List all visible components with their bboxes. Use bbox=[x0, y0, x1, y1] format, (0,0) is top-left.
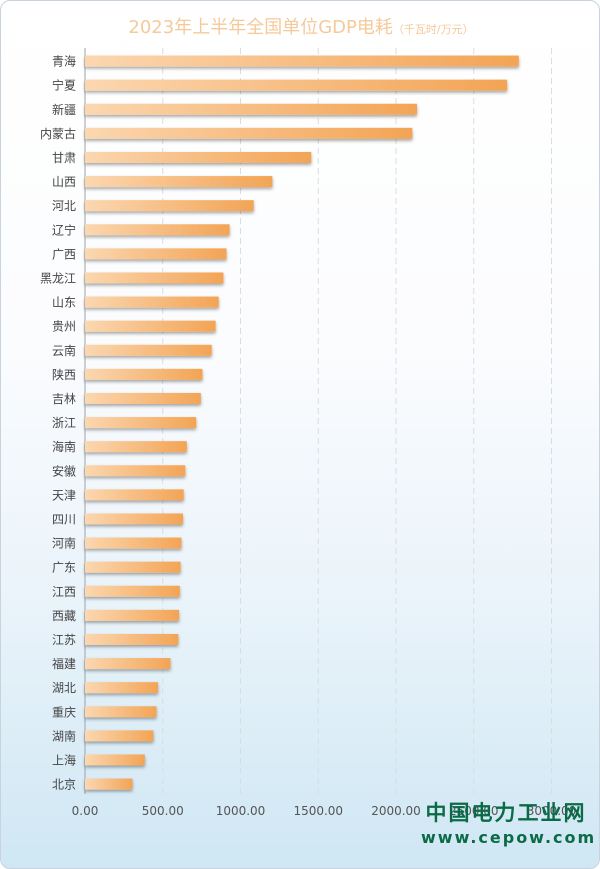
bar bbox=[85, 682, 159, 694]
y-tick-label: 山东 bbox=[52, 296, 76, 310]
y-tick-label: 安徽 bbox=[52, 463, 76, 478]
bar bbox=[85, 730, 154, 742]
y-tick-label: 湖北 bbox=[52, 680, 76, 695]
bar bbox=[85, 537, 182, 549]
x-tick-labels: 0.00 500.00 1000.00 1500.00 2000.00 2500.00 30… bbox=[72, 804, 577, 818]
bar bbox=[85, 561, 181, 573]
bar bbox=[85, 392, 201, 404]
y-tick-label: 重庆 bbox=[52, 705, 76, 719]
y-tick-label: 山西 bbox=[52, 175, 76, 189]
chart-title: 2023年上半年全国单位GDP电耗（千瓦时/万元） bbox=[1, 13, 599, 39]
y-tick-label: 四川 bbox=[52, 512, 76, 526]
y-tick-label: 广东 bbox=[52, 561, 76, 575]
bar bbox=[85, 489, 184, 501]
x-tick-label: 500.00 bbox=[142, 804, 184, 818]
y-tick-label: 新疆 bbox=[52, 102, 76, 117]
y-tick-label: 浙江 bbox=[52, 416, 76, 430]
bar bbox=[85, 103, 417, 115]
x-tick-label: 0.00 bbox=[72, 804, 99, 818]
y-tick-label: 广西 bbox=[52, 247, 76, 261]
bar bbox=[85, 79, 508, 91]
x-tick-label: 1000.00 bbox=[216, 804, 266, 818]
bar bbox=[85, 127, 413, 139]
x-tick-label: 2500.00 bbox=[449, 804, 499, 818]
bar bbox=[85, 55, 519, 67]
watermark-url: www.cepow.com bbox=[421, 828, 597, 847]
y-tick-label: 湖南 bbox=[52, 728, 76, 743]
y-tick-labels: 青海宁夏新疆内蒙古甘肃山西河北辽宁广西黑龙江山东贵州云南陕西吉林浙江海南安徽天津… bbox=[40, 54, 76, 792]
y-tick-label: 上海 bbox=[52, 752, 76, 767]
chart-title-unit: （千瓦时/万元） bbox=[392, 23, 474, 36]
y-tick-label: 辽宁 bbox=[52, 222, 76, 237]
bar bbox=[85, 465, 186, 477]
bar bbox=[85, 417, 197, 429]
bar bbox=[85, 778, 133, 790]
watermark-logo: 中国电力工业网 www.cepow.com bbox=[421, 799, 597, 849]
y-tick-label: 天津 bbox=[52, 488, 76, 502]
bar bbox=[85, 272, 224, 284]
y-tick-label: 黑龙江 bbox=[40, 271, 76, 285]
y-tick-label: 吉林 bbox=[52, 392, 76, 406]
y-tick-label: 西藏 bbox=[52, 609, 76, 623]
bar bbox=[85, 320, 216, 332]
bar bbox=[85, 585, 180, 597]
bar bbox=[85, 633, 179, 645]
y-tick-label: 福建 bbox=[52, 656, 76, 671]
bar bbox=[85, 248, 227, 260]
bar bbox=[85, 368, 203, 380]
bar bbox=[85, 344, 212, 356]
y-tick-label: 甘肃 bbox=[52, 151, 76, 165]
bar bbox=[85, 754, 145, 766]
bar bbox=[85, 513, 183, 525]
bar bbox=[85, 200, 254, 212]
x-tick-label: 1500.00 bbox=[293, 804, 343, 818]
y-tick-label: 青海 bbox=[52, 54, 76, 69]
y-tick-label: 北京 bbox=[52, 778, 76, 792]
bar bbox=[85, 151, 312, 163]
chart-title-text: 2023年上半年全国单位GDP电耗 bbox=[128, 17, 393, 38]
bar bbox=[85, 441, 187, 453]
y-tick-label: 云南 bbox=[52, 343, 76, 358]
watermark-name: 中国电力工业网 bbox=[425, 801, 587, 825]
y-tick-label: 河北 bbox=[52, 199, 76, 213]
bars bbox=[85, 55, 519, 790]
bar bbox=[85, 176, 273, 188]
y-tick-label: 内蒙古 bbox=[40, 126, 76, 141]
y-tick-label: 陕西 bbox=[52, 367, 76, 382]
x-tick-label: 2000.00 bbox=[371, 804, 421, 818]
bar bbox=[85, 296, 219, 308]
y-tick-label: 河南 bbox=[52, 536, 76, 551]
bar bbox=[85, 658, 171, 670]
y-tick-label: 海南 bbox=[52, 439, 76, 454]
y-tick-label: 江西 bbox=[52, 585, 76, 599]
bar bbox=[85, 224, 230, 236]
bar bbox=[85, 706, 157, 718]
bar bbox=[85, 609, 180, 621]
y-tick-label: 宁夏 bbox=[52, 78, 76, 93]
y-tick-label: 贵州 bbox=[52, 320, 76, 334]
y-tick-label: 江苏 bbox=[52, 633, 76, 647]
x-tick-label: 3000.00 bbox=[527, 804, 577, 818]
